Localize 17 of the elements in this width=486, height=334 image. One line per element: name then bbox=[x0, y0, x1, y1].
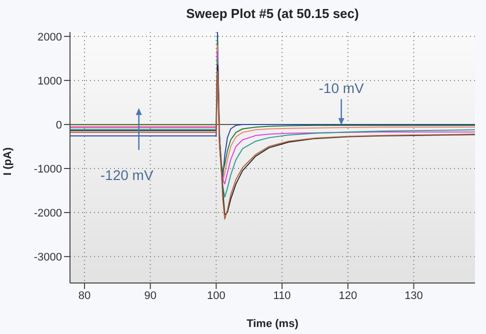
x-tick-label: 100 bbox=[207, 290, 226, 302]
y-tick-label: 2000 bbox=[38, 31, 62, 44]
x-tick-label: 130 bbox=[404, 290, 423, 302]
y-tick-label: -2000 bbox=[34, 207, 62, 220]
x-axis-title: Time (ms) bbox=[246, 318, 299, 330]
annotation: -120 mV bbox=[100, 166, 154, 183]
y-tick-label: -3000 bbox=[34, 251, 62, 264]
y-axis-title: I (pA) bbox=[2, 147, 14, 176]
x-tick-label: 80 bbox=[78, 290, 91, 302]
y-tick-label: 0 bbox=[56, 119, 62, 132]
chart-title: Sweep Plot #5 (at 50.15 sec) bbox=[185, 6, 360, 21]
y-tick-label: 1000 bbox=[38, 75, 62, 88]
x-tick-label: 90 bbox=[144, 290, 156, 302]
y-tick-label: -1000 bbox=[34, 163, 62, 176]
x-tick-label: 110 bbox=[273, 290, 291, 302]
annotation: -10 mV bbox=[318, 80, 365, 96]
x-tick-label: 120 bbox=[338, 290, 358, 302]
